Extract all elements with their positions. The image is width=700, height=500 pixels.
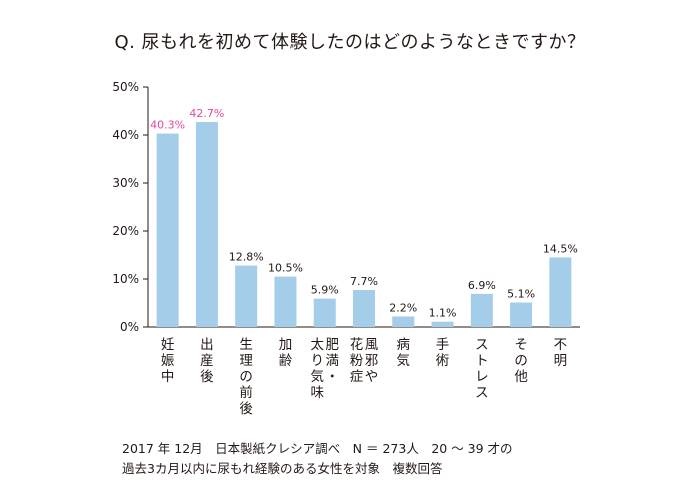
y-tick-label: 40% — [112, 128, 139, 142]
survey-note-line-1: 2017 年 12月 日本製紙クレシア調べ N ＝ 273人 20 〜 39 才… — [122, 441, 513, 456]
category-label: 病気 — [397, 337, 411, 369]
category-label-char: 産 — [200, 353, 214, 369]
category-label-char: 気 — [397, 353, 411, 369]
y-tick-label: 10% — [112, 272, 139, 286]
category-label-char: の — [239, 369, 253, 385]
bar — [156, 133, 179, 327]
category-label-char: 他 — [514, 369, 528, 385]
bars — [156, 122, 572, 327]
category-label: 不明 — [554, 337, 568, 369]
survey-note-line-2: 過去3カ月以内に尿もれ経験のある女性を対象 複数回答 — [122, 461, 443, 476]
category-label-char: 妊 — [161, 337, 175, 353]
bar — [274, 276, 297, 327]
bar-value-label: 10.5% — [268, 262, 303, 275]
category-label-char: 中 — [161, 369, 175, 385]
category-label-char: そ — [514, 337, 528, 353]
category-label-char: 邪 — [365, 353, 379, 369]
bar-value-label: 12.8% — [229, 251, 264, 264]
category-label-char: 後 — [239, 401, 253, 417]
category-label: 出産後 — [200, 337, 214, 385]
category-label-char: 娠 — [161, 353, 175, 369]
category-label-char: 症 — [350, 369, 364, 385]
category-label-char: 明 — [554, 353, 568, 369]
bar — [353, 290, 375, 327]
category-label-char: や — [365, 369, 379, 385]
bar — [195, 122, 218, 327]
category-label-char: 齢 — [279, 353, 293, 369]
category-label: 妊娠中 — [161, 337, 175, 385]
category-label-char: の — [514, 353, 528, 369]
bar — [510, 302, 533, 327]
category-label-char: 生 — [239, 337, 253, 353]
bar — [235, 265, 258, 327]
category-label: 加齢 — [279, 337, 293, 369]
category-label: その他 — [514, 337, 528, 385]
category-label-char: ス — [475, 385, 489, 401]
category-label-char: 不 — [554, 337, 568, 353]
category-label-char: ト — [475, 353, 489, 369]
category-label-char: 手 — [436, 337, 450, 353]
category-label-char: 出 — [200, 337, 214, 353]
bar-value-label: 2.2% — [389, 301, 417, 314]
bar-value-label: 6.9% — [468, 279, 496, 292]
category-label-char: 味 — [310, 385, 324, 401]
category-label-char: 術 — [436, 353, 450, 369]
bar-value-label: 1.1% — [429, 307, 457, 320]
category-label-char: 風 — [365, 337, 379, 353]
category-label-char: ・ — [325, 369, 339, 385]
y-tick-label: 50% — [112, 80, 139, 94]
category-label-char: 加 — [279, 337, 293, 353]
chart-title: Q. 尿もれを初めて体験したのはどのようなときですか？ — [114, 32, 586, 53]
category-label: 手術 — [436, 337, 450, 369]
value-labels: 40.3% 42.7% 12.8% 10.5% 5.9% 7.7% 2.2% 1.1% 6.9%… — [150, 107, 578, 320]
bar — [431, 321, 454, 327]
category-label-char: レ — [475, 369, 489, 385]
category-label-char: 後 — [200, 369, 214, 385]
category-label-char: 花 — [350, 337, 364, 353]
category-label-char: 病 — [397, 337, 411, 353]
bar — [313, 298, 336, 327]
category-label-char: 前 — [239, 384, 253, 401]
bar-value-label: 5.9% — [311, 284, 339, 297]
y-tick-label: 0% — [120, 320, 139, 334]
category-label-char: 気 — [310, 369, 324, 385]
bar-value-label: 7.7% — [350, 275, 378, 288]
bar-value-label: 40.3% — [150, 119, 185, 132]
y-axis: 0% 10% 20% 30% 40% 50% — [112, 80, 580, 334]
category-label-char: 満 — [325, 353, 339, 369]
category-label-char: ス — [475, 337, 489, 353]
category-label-char: 太 — [310, 337, 324, 353]
bar — [549, 257, 572, 327]
bar-value-label: 42.7% — [189, 107, 224, 120]
category-label-char: 理 — [239, 353, 253, 369]
bar-value-label: 5.1% — [507, 288, 535, 301]
category-label-char: り — [310, 353, 324, 369]
bar-value-label: 14.5% — [543, 242, 578, 255]
category-label-char: 粉 — [350, 353, 364, 369]
y-tick-label: 20% — [112, 224, 139, 238]
bar — [470, 293, 493, 327]
y-tick-label: 30% — [112, 176, 139, 190]
category-label-char: 肥 — [325, 337, 339, 353]
bar — [392, 316, 415, 327]
